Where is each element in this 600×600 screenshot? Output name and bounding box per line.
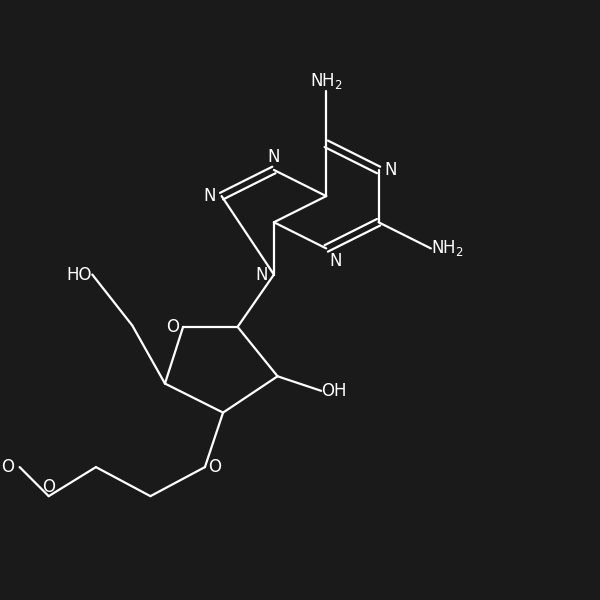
Text: N: N xyxy=(385,161,397,179)
Text: O: O xyxy=(1,458,14,476)
Text: NH$_2$: NH$_2$ xyxy=(431,238,464,259)
Text: OH: OH xyxy=(321,382,347,400)
Text: N: N xyxy=(256,266,268,284)
Text: N: N xyxy=(330,252,343,270)
Text: O: O xyxy=(166,318,179,336)
Text: N: N xyxy=(268,148,280,166)
Text: O: O xyxy=(42,478,55,496)
Text: NH$_2$: NH$_2$ xyxy=(310,71,343,91)
Text: N: N xyxy=(203,187,216,205)
Text: O: O xyxy=(209,458,221,476)
Text: HO: HO xyxy=(67,266,92,284)
